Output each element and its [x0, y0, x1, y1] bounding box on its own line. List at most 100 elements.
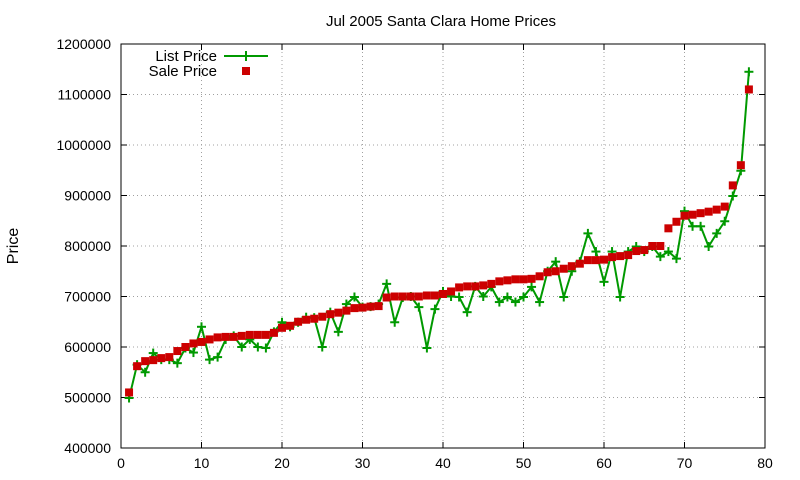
- sale-price-point: [390, 292, 399, 301]
- list-price-point: [510, 297, 520, 307]
- sale-price-point: [374, 302, 383, 311]
- legend-label-list-price: List Price: [155, 48, 217, 65]
- plot-area: [124, 67, 754, 403]
- y-tick-label: 1200000: [56, 36, 111, 52]
- sale-price-point: [382, 293, 391, 302]
- list-price-point: [744, 67, 754, 77]
- sale-price-point: [149, 356, 158, 365]
- sale-price-point: [495, 277, 504, 286]
- y-tick-label: 1000000: [56, 137, 111, 153]
- list-price-point: [197, 322, 206, 332]
- list-price-point: [591, 247, 601, 257]
- list-price-point: [317, 342, 327, 352]
- sale-price-point: [157, 354, 166, 363]
- list-price-point: [422, 343, 432, 353]
- sale-price-point: [334, 308, 343, 317]
- list-price-point: [237, 342, 247, 352]
- sale-price-point: [712, 205, 721, 214]
- sale-price-point: [527, 274, 536, 283]
- sale-price-point: [229, 332, 238, 341]
- sale-price-point: [221, 332, 230, 341]
- sale-price-point: [744, 85, 753, 94]
- list-price-point: [599, 277, 609, 287]
- sale-price-point: [551, 267, 560, 276]
- x-tick-label: 70: [677, 455, 693, 471]
- sale-price-point: [342, 306, 351, 315]
- legend-label-sale-price: Sale Price: [149, 63, 217, 80]
- list-price-point: [527, 282, 537, 292]
- list-price-point: [494, 297, 504, 307]
- x-tick-label: 30: [355, 455, 371, 471]
- legend-marker-sale-price: [242, 67, 250, 75]
- list-price-point: [382, 279, 392, 289]
- list-price-point: [430, 304, 440, 314]
- sale-price-point: [728, 181, 737, 190]
- x-tick-label: 10: [194, 455, 210, 471]
- sale-price-point: [664, 224, 673, 233]
- list-price-point: [502, 292, 512, 302]
- sale-price-point: [125, 388, 134, 397]
- sale-price-point: [519, 275, 528, 284]
- list-price-point: [188, 348, 198, 358]
- sale-price-point: [608, 253, 617, 262]
- sale-price-point: [567, 262, 576, 271]
- sale-price-point: [736, 161, 745, 170]
- list-price-point: [615, 292, 625, 302]
- series-line-list-price: [128, 71, 750, 399]
- y-axis-label: Price: [5, 228, 22, 265]
- legend-marker-list-price: [241, 51, 251, 61]
- sale-price-point: [600, 255, 608, 264]
- sale-price-point: [213, 333, 222, 342]
- sale-price-point: [326, 310, 335, 319]
- list-price-point: [253, 342, 263, 352]
- sale-price-point: [350, 304, 359, 313]
- x-tick-label: 50: [516, 455, 532, 471]
- sale-price-point: [165, 353, 174, 362]
- list-price-point: [205, 355, 215, 365]
- list-price-point: [261, 343, 271, 353]
- list-price-point: [663, 247, 673, 257]
- y-tick-label: 900000: [64, 188, 111, 204]
- sale-price-point: [575, 259, 584, 268]
- list-price-point: [519, 292, 528, 302]
- sale-price-point: [294, 317, 303, 326]
- sale-price-point: [245, 330, 254, 339]
- chart-title: Jul 2005 Santa Clara Home Prices: [326, 13, 556, 30]
- list-price-point: [551, 257, 561, 267]
- list-price-point: [728, 191, 738, 201]
- sale-price-point: [398, 292, 407, 301]
- sale-price-point: [648, 242, 657, 250]
- sale-price-point: [181, 343, 190, 351]
- list-price-point: [213, 352, 223, 362]
- y-axis-ticks: 400000 500000 600000 700000 800000 900000 1000…: [56, 36, 765, 456]
- list-price-point: [696, 221, 706, 231]
- sale-price-point: [632, 247, 641, 256]
- sale-price-point: [624, 251, 633, 260]
- sale-price-point: [656, 242, 665, 250]
- grid-lines: [121, 44, 765, 448]
- sale-price-point: [302, 315, 311, 324]
- sale-price-point: [720, 202, 729, 211]
- sale-price-point: [696, 209, 705, 218]
- sale-price-point: [422, 291, 431, 300]
- y-tick-label: 1100000: [58, 87, 112, 103]
- list-price-point: [671, 254, 681, 264]
- sale-price-point: [688, 210, 697, 219]
- x-tick-label: 60: [596, 455, 612, 471]
- sale-price-point: [535, 272, 544, 281]
- x-tick-label: 0: [117, 455, 125, 471]
- sale-price-point: [406, 292, 415, 301]
- list-price-point: [333, 327, 343, 337]
- list-price-point: [349, 292, 359, 302]
- sale-price-point: [253, 330, 262, 339]
- sale-price-point: [447, 287, 456, 296]
- x-axis-ticks: 0 10 20 30 40 50 60 70 80: [117, 44, 773, 471]
- sale-price-point: [430, 291, 439, 300]
- legend: List Price Sale Price: [149, 48, 268, 80]
- list-price-point: [704, 242, 714, 252]
- sale-price-point: [640, 246, 649, 255]
- sale-price-point: [479, 281, 488, 290]
- list-price-point: [454, 292, 464, 302]
- sale-price-point: [197, 337, 206, 346]
